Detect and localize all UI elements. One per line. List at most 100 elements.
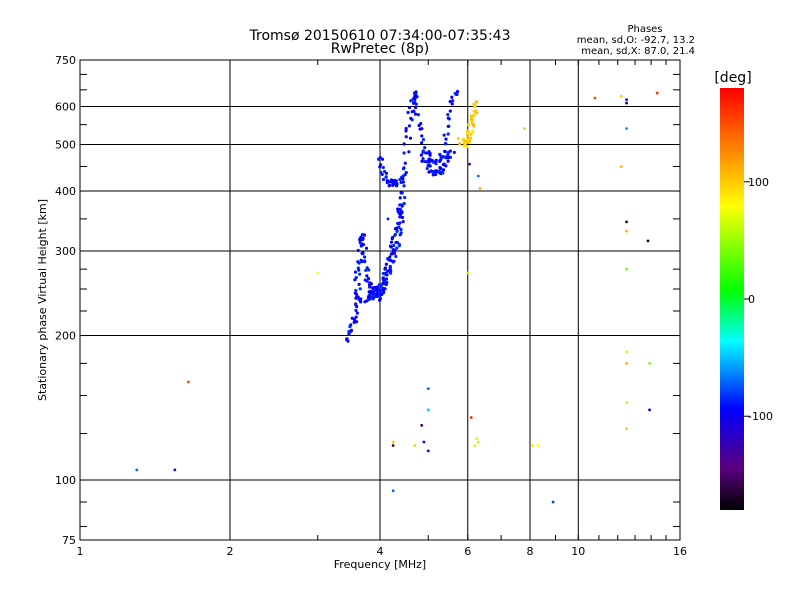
trace-point — [360, 232, 365, 237]
trace-point — [356, 248, 360, 253]
trace-point — [399, 231, 403, 235]
chart-title: Tromsø 20150610 07:34:00-07:35:43 — [249, 28, 511, 44]
trace-point — [455, 89, 460, 94]
echo-point — [391, 489, 395, 493]
trace-point — [428, 164, 432, 168]
echo-point — [391, 444, 395, 447]
trace-point — [389, 240, 394, 244]
trace-point — [393, 232, 398, 237]
trace-point — [400, 210, 404, 215]
trace-point — [360, 251, 364, 256]
trace-point — [472, 113, 476, 117]
trace-point — [363, 278, 367, 282]
trace-point — [434, 169, 438, 173]
echo-point — [476, 174, 480, 178]
x-tick-label: 4 — [377, 545, 384, 558]
trace-point — [349, 328, 354, 332]
trace-point — [361, 242, 366, 247]
trace-point — [384, 262, 388, 266]
trace-point — [359, 235, 363, 239]
trace-point — [358, 272, 362, 276]
trace-point — [451, 99, 455, 103]
trace-point — [364, 268, 368, 273]
trace-point — [383, 287, 387, 291]
trace-point — [421, 157, 425, 161]
trace-point — [388, 271, 393, 275]
trace-point — [397, 225, 401, 229]
trace-point — [456, 136, 460, 141]
phase-legend-o: mean, sd,O: -92.7, 13.2 — [577, 35, 695, 46]
trace-point — [384, 175, 388, 179]
colorbar-ticks: 100 0 -100 — [744, 176, 773, 423]
echo-point — [426, 387, 430, 391]
trace-point — [380, 292, 384, 297]
trace-point — [399, 227, 403, 232]
trace-point — [401, 220, 405, 224]
trace-point — [387, 258, 391, 262]
trace-point — [395, 246, 399, 250]
trace-point — [402, 151, 406, 155]
trace-point — [413, 97, 417, 101]
trace-point — [418, 127, 422, 131]
echo-point — [648, 361, 651, 365]
trace-point — [391, 248, 395, 252]
trace-point — [446, 153, 450, 157]
echo-point — [625, 220, 628, 224]
phase-legend-title: Phases — [627, 24, 662, 35]
trace-point — [354, 315, 358, 319]
echo-point — [625, 401, 628, 404]
echo-point — [391, 440, 395, 444]
trace-point — [375, 294, 380, 299]
trace-point — [394, 179, 398, 183]
echo-point — [186, 380, 190, 384]
trace-point — [402, 142, 406, 146]
trace-point — [420, 159, 424, 163]
trace-point — [446, 132, 450, 136]
trace-point — [389, 252, 393, 256]
trace-point — [371, 296, 375, 300]
trace-point — [378, 297, 383, 301]
trace-point — [434, 162, 438, 166]
trace-point — [402, 166, 406, 170]
trace-point — [419, 141, 424, 145]
trace-point — [475, 111, 479, 115]
trace-point — [363, 300, 367, 304]
trace-point — [471, 122, 475, 126]
trace-point — [357, 268, 361, 272]
echo-point — [386, 217, 390, 221]
x-tick-label: 2 — [227, 545, 234, 558]
trace-point — [414, 105, 418, 110]
trace-point — [388, 244, 393, 248]
echo-point — [426, 449, 430, 453]
point-layer — [135, 91, 659, 504]
trace-point — [442, 162, 446, 166]
trace-point — [354, 320, 359, 324]
trace-point — [368, 285, 372, 289]
trace-point — [471, 130, 475, 134]
trace-point — [369, 289, 373, 293]
trace-point — [354, 308, 358, 312]
echo-point — [413, 444, 417, 447]
echo-point — [625, 350, 628, 354]
trace-point — [401, 180, 406, 184]
trace-point — [430, 169, 434, 173]
trace-point — [446, 113, 450, 117]
trace-point — [397, 242, 401, 246]
trace-point — [376, 285, 380, 289]
trace-point — [392, 243, 396, 248]
trace-point — [397, 211, 401, 216]
trace-point — [376, 292, 380, 296]
trace-point — [398, 196, 402, 200]
trace-point — [383, 266, 388, 270]
trace-point — [453, 91, 457, 96]
echo-point — [648, 408, 651, 412]
echo-point — [426, 408, 430, 412]
x-tick-label: 8 — [527, 545, 534, 558]
trace-point — [443, 149, 447, 153]
echo-point — [655, 91, 659, 95]
trace-point — [442, 133, 446, 137]
trace-point — [395, 229, 399, 233]
echo-point — [475, 437, 478, 440]
trace-point — [416, 113, 420, 117]
y-tick-label: 750 — [55, 54, 76, 67]
